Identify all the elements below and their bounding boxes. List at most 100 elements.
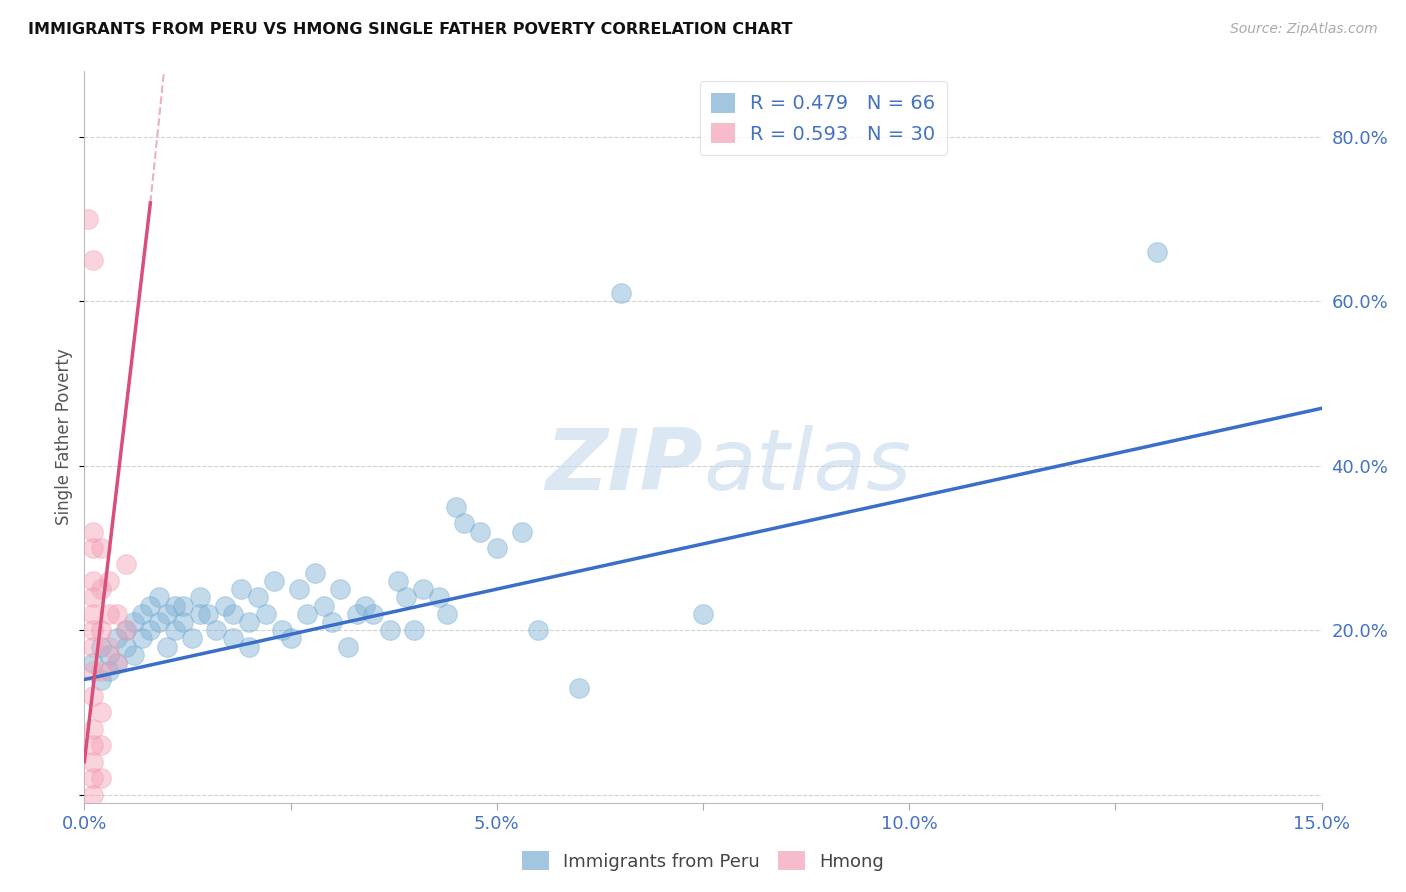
Point	[98, 665, 121, 679]
Point	[222, 607, 245, 621]
Point	[156, 640, 179, 654]
Point	[387, 574, 409, 588]
Point	[90, 624, 112, 638]
Text: ZIP: ZIP	[546, 425, 703, 508]
Point	[77, 212, 100, 227]
Point	[82, 607, 104, 621]
Point	[82, 656, 104, 670]
Point	[188, 591, 211, 605]
Point	[165, 599, 187, 613]
Point	[346, 607, 368, 621]
Point	[90, 673, 112, 687]
Point	[148, 591, 170, 605]
Point	[82, 640, 104, 654]
Point	[165, 624, 187, 638]
Point	[82, 689, 104, 703]
Point	[90, 706, 112, 720]
Point	[444, 500, 467, 514]
Point	[82, 524, 104, 539]
Point	[122, 648, 145, 662]
Point	[295, 607, 318, 621]
Point	[172, 615, 194, 629]
Point	[188, 607, 211, 621]
Point	[122, 615, 145, 629]
Point	[214, 599, 236, 613]
Point	[90, 665, 112, 679]
Point	[197, 607, 219, 621]
Point	[263, 574, 285, 588]
Point	[82, 591, 104, 605]
Point	[412, 582, 434, 596]
Point	[222, 632, 245, 646]
Point	[692, 607, 714, 621]
Point	[82, 722, 104, 736]
Point	[271, 624, 294, 638]
Point	[510, 524, 533, 539]
Point	[485, 541, 508, 555]
Point	[312, 599, 335, 613]
Point	[329, 582, 352, 596]
Point	[427, 591, 450, 605]
Point	[361, 607, 384, 621]
Text: IMMIGRANTS FROM PERU VS HMONG SINGLE FATHER POVERTY CORRELATION CHART: IMMIGRANTS FROM PERU VS HMONG SINGLE FAT…	[28, 22, 793, 37]
Point	[254, 607, 277, 621]
Y-axis label: Single Father Poverty: Single Father Poverty	[55, 349, 73, 525]
Point	[90, 640, 112, 654]
Point	[82, 771, 104, 785]
Point	[609, 286, 631, 301]
Point	[82, 665, 104, 679]
Point	[98, 648, 121, 662]
Point	[148, 615, 170, 629]
Point	[82, 574, 104, 588]
Point	[131, 607, 153, 621]
Point	[304, 566, 326, 580]
Point	[404, 624, 426, 638]
Point	[114, 624, 136, 638]
Point	[82, 541, 104, 555]
Point	[321, 615, 343, 629]
Text: Source: ZipAtlas.com: Source: ZipAtlas.com	[1230, 22, 1378, 37]
Point	[288, 582, 311, 596]
Point	[205, 624, 228, 638]
Text: atlas: atlas	[703, 425, 911, 508]
Point	[82, 624, 104, 638]
Point	[246, 591, 269, 605]
Point	[378, 624, 401, 638]
Point	[105, 656, 128, 670]
Point	[139, 624, 162, 638]
Point	[470, 524, 492, 539]
Point	[353, 599, 375, 613]
Point	[1146, 245, 1168, 260]
Point	[139, 599, 162, 613]
Point	[82, 788, 104, 802]
Point	[90, 771, 112, 785]
Point	[114, 624, 136, 638]
Point	[105, 632, 128, 646]
Point	[337, 640, 360, 654]
Point	[105, 656, 128, 670]
Point	[180, 632, 202, 646]
Point	[238, 640, 260, 654]
Point	[395, 591, 418, 605]
Point	[131, 632, 153, 646]
Point	[82, 739, 104, 753]
Point	[436, 607, 458, 621]
Point	[90, 582, 112, 596]
Point	[82, 755, 104, 769]
Point	[105, 607, 128, 621]
Legend: Immigrants from Peru, Hmong: Immigrants from Peru, Hmong	[515, 844, 891, 878]
Point	[90, 541, 112, 555]
Point	[156, 607, 179, 621]
Point	[114, 558, 136, 572]
Point	[82, 253, 104, 268]
Point	[280, 632, 302, 646]
Point	[229, 582, 252, 596]
Point	[90, 739, 112, 753]
Point	[98, 607, 121, 621]
Point	[238, 615, 260, 629]
Point	[453, 516, 475, 531]
Point	[114, 640, 136, 654]
Point	[172, 599, 194, 613]
Point	[568, 681, 591, 695]
Point	[527, 624, 550, 638]
